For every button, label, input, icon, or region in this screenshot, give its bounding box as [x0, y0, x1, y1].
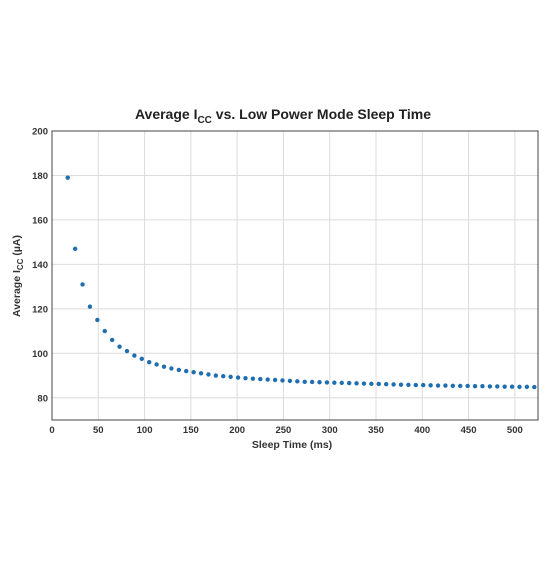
data-point	[413, 382, 419, 388]
data-point	[80, 282, 85, 287]
data-point	[213, 373, 219, 378]
y-tick-label: 200	[32, 127, 48, 138]
y-axis-label: Average ICC (µA)	[11, 235, 25, 317]
data-point	[258, 376, 263, 382]
data-point	[228, 374, 233, 380]
data-point	[398, 382, 404, 387]
data-point	[421, 382, 426, 388]
data-point	[161, 364, 167, 369]
data-point	[524, 384, 530, 390]
y-tick-label: 100	[32, 349, 48, 360]
data-point	[532, 384, 537, 390]
data-point	[65, 175, 70, 180]
y-tick-label: 120	[32, 304, 48, 315]
data-point	[169, 366, 174, 371]
data-point	[139, 356, 144, 362]
x-tick-label: 350	[368, 425, 384, 436]
data-point	[295, 379, 300, 384]
data-point	[250, 376, 256, 381]
data-point	[206, 372, 211, 377]
data-point	[354, 381, 359, 386]
data-point	[184, 368, 189, 374]
data-point	[361, 381, 367, 386]
data-point	[509, 384, 515, 389]
data-point	[346, 380, 352, 386]
tick-labels: 0 50 100 150 200 250 300 350 400 450 500 80 100 120 14…	[32, 127, 523, 437]
y-tick-label: 160	[32, 215, 48, 226]
data-point	[221, 374, 226, 379]
data-point	[502, 384, 507, 389]
x-tick-label: 50	[93, 425, 104, 436]
data-point	[280, 378, 285, 383]
data-point	[324, 380, 330, 385]
data-point	[376, 381, 381, 387]
data-point	[235, 375, 241, 380]
data-point	[191, 370, 196, 375]
chart-title: Average ICC vs. Low Power Mode Sleep Tim…	[135, 106, 431, 126]
x-tick-label: 300	[322, 425, 338, 436]
data-point	[435, 383, 441, 388]
plot-frame	[51, 130, 539, 421]
y-tick-label: 80	[37, 393, 48, 404]
data-point	[132, 353, 137, 358]
data-point	[109, 337, 115, 343]
data-point	[458, 383, 463, 389]
data-point	[369, 381, 374, 386]
data-point	[406, 382, 411, 388]
data-point	[95, 317, 100, 323]
data-point	[517, 384, 522, 390]
data-point	[428, 383, 433, 388]
data-point	[495, 384, 500, 389]
data-point	[317, 380, 322, 385]
data-point	[383, 382, 389, 387]
grid	[52, 131, 538, 420]
data-point	[443, 383, 448, 388]
data-point	[265, 377, 270, 382]
x-tick-label: 450	[461, 425, 477, 436]
x-tick-label: 100	[137, 425, 153, 436]
x-tick-label: 400	[414, 425, 430, 436]
data-point	[272, 377, 278, 383]
x-tick-label: 200	[229, 425, 245, 436]
data-point	[450, 383, 456, 388]
y-tick-label: 140	[32, 260, 48, 271]
data-point	[287, 378, 293, 384]
data-point	[487, 384, 493, 389]
data-point	[309, 379, 315, 385]
data-point	[391, 382, 396, 387]
x-tick-label: 250	[275, 425, 291, 436]
data-point	[72, 246, 78, 252]
data-point	[124, 348, 130, 354]
data-point	[465, 383, 470, 389]
x-tick-label: 500	[507, 425, 523, 436]
x-axis-label: Sleep Time (ms)	[252, 439, 332, 451]
data-point	[332, 380, 337, 385]
data-point	[176, 367, 182, 373]
data-point	[117, 344, 122, 349]
data-point	[154, 362, 159, 367]
data-point	[102, 328, 107, 334]
y-tick-label: 180	[32, 171, 48, 182]
data-point	[480, 384, 485, 389]
x-tick-label: 0	[49, 425, 54, 436]
data-point	[339, 380, 344, 386]
x-tick-label: 150	[183, 425, 199, 436]
data-point	[147, 360, 152, 365]
data-point	[87, 304, 93, 309]
data-points	[65, 175, 537, 390]
data-point	[243, 376, 248, 381]
data-point	[198, 371, 204, 376]
data-point	[302, 379, 307, 384]
data-point	[472, 384, 478, 389]
